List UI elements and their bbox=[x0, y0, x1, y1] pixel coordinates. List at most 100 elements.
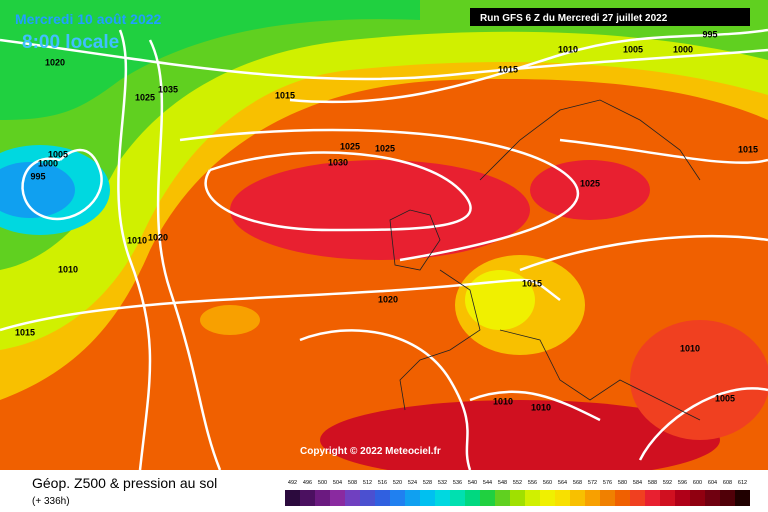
scale-swatch bbox=[630, 490, 645, 506]
scale-label: 552 bbox=[513, 480, 522, 486]
scale-swatch bbox=[570, 490, 585, 506]
scale-label: 600 bbox=[693, 480, 702, 486]
scale-swatch bbox=[390, 490, 405, 506]
scale-swatch bbox=[735, 490, 750, 506]
scale-label: 516 bbox=[378, 480, 387, 486]
scale-swatch bbox=[360, 490, 375, 506]
scale-swatch bbox=[510, 490, 525, 506]
scale-swatch bbox=[405, 490, 420, 506]
isobar-label: 1025 bbox=[375, 143, 395, 153]
scale-swatch bbox=[645, 490, 660, 506]
scale-swatch bbox=[315, 490, 330, 506]
scale-label: 556 bbox=[528, 480, 537, 486]
scale-label: 520 bbox=[393, 480, 402, 486]
isobar-label: 1020 bbox=[148, 232, 168, 242]
scale-label: 512 bbox=[363, 480, 372, 486]
scale-label: 588 bbox=[648, 480, 657, 486]
scale-swatch bbox=[495, 490, 510, 506]
isobar-label: 1030 bbox=[328, 157, 348, 167]
isobar-label: 1005 bbox=[715, 393, 735, 403]
scale-swatch bbox=[420, 490, 435, 506]
scale-swatch bbox=[480, 490, 495, 506]
scale-swatch bbox=[525, 490, 540, 506]
scale-label: 544 bbox=[483, 480, 492, 486]
scale-label: 580 bbox=[618, 480, 627, 486]
footer-lead: (+ 336h) bbox=[32, 496, 70, 507]
scale-label: 500 bbox=[318, 480, 327, 486]
isobar-label: 1010 bbox=[531, 402, 551, 412]
scale-label: 564 bbox=[558, 480, 567, 486]
scale-label: 532 bbox=[438, 480, 447, 486]
scale-label: 560 bbox=[543, 480, 552, 486]
isobar-label: 1005 bbox=[48, 149, 68, 159]
scale-label: 596 bbox=[678, 480, 687, 486]
scale-label: 576 bbox=[603, 480, 612, 486]
scale-label: 604 bbox=[708, 480, 717, 486]
isobar-label: 1000 bbox=[673, 44, 693, 54]
scale-label: 612 bbox=[738, 480, 747, 486]
scale-swatch bbox=[285, 490, 300, 506]
isobar-label: 1020 bbox=[45, 57, 65, 67]
scale-swatch bbox=[660, 490, 675, 506]
time: 8:00 locale bbox=[22, 32, 119, 53]
scale-swatch bbox=[600, 490, 615, 506]
scale-swatch bbox=[585, 490, 600, 506]
isobar-label: 1010 bbox=[493, 396, 513, 406]
scale-swatch bbox=[615, 490, 630, 506]
scale-swatch bbox=[330, 490, 345, 506]
scale-swatch bbox=[540, 490, 555, 506]
coastlines bbox=[389, 99, 701, 421]
scale-swatch bbox=[675, 490, 690, 506]
scale-label: 504 bbox=[333, 480, 342, 486]
scale-swatch bbox=[435, 490, 450, 506]
scale-label: 572 bbox=[588, 480, 597, 486]
scale-label: 524 bbox=[408, 480, 417, 486]
scale-label: 568 bbox=[573, 480, 582, 486]
isobar-label: 1015 bbox=[15, 327, 35, 337]
isobar-label: 995 bbox=[30, 171, 45, 181]
isobar-label: 1035 bbox=[158, 84, 178, 94]
date: Mercredi 10 août 2022 bbox=[15, 11, 162, 27]
isobar-label: 1015 bbox=[738, 144, 758, 154]
footer-title: Géop. Z500 & pression au sol bbox=[32, 475, 217, 491]
scale-swatch bbox=[375, 490, 390, 506]
scale-label: 548 bbox=[498, 480, 507, 486]
isobar-label: 1025 bbox=[340, 141, 360, 151]
color-scale: 492 496 500 504 508 512 516 520 524 528 532 536 540 5… bbox=[285, 480, 750, 506]
scale-label: 592 bbox=[663, 480, 672, 486]
isobar-label: 1010 bbox=[558, 44, 578, 54]
scale-swatch bbox=[450, 490, 465, 506]
isobar-label: 1005 bbox=[623, 44, 643, 54]
isobar-label: 1015 bbox=[498, 64, 518, 74]
isobar-label: 1025 bbox=[580, 178, 600, 188]
scale-label: 536 bbox=[453, 480, 462, 486]
isobar-label: 995 bbox=[702, 29, 717, 39]
isobar-label: 1010 bbox=[58, 264, 78, 274]
scale-swatch bbox=[690, 490, 705, 506]
scale-label: 608 bbox=[723, 480, 732, 486]
scale-swatch bbox=[465, 490, 480, 506]
scale-swatch bbox=[555, 490, 570, 506]
scale-label: 584 bbox=[633, 480, 642, 486]
scale-label: 540 bbox=[468, 480, 477, 486]
isobar-label: 1025 bbox=[135, 92, 155, 102]
copyright: Copyright © 2022 Meteociel.fr bbox=[300, 446, 441, 457]
isobar-label: 1015 bbox=[275, 90, 295, 100]
scale-swatch bbox=[705, 490, 720, 506]
isobar-label: 1015 bbox=[522, 278, 542, 288]
isobar-label: 1020 bbox=[378, 294, 398, 304]
scale-swatch bbox=[300, 490, 315, 506]
isobar-label: 1010 bbox=[127, 235, 147, 245]
run-box bbox=[470, 8, 750, 26]
scale-label: 508 bbox=[348, 480, 357, 486]
isobar-label: 1000 bbox=[38, 158, 58, 168]
run: Run GFS 6 Z du Mercredi 27 juillet 2022 bbox=[480, 13, 668, 24]
scale-swatch bbox=[720, 490, 735, 506]
isobars bbox=[0, 28, 768, 471]
scale-label: 496 bbox=[303, 480, 312, 486]
scale-label: 492 bbox=[288, 480, 297, 486]
scale-label: 528 bbox=[423, 480, 432, 486]
scale-swatch bbox=[345, 490, 360, 506]
